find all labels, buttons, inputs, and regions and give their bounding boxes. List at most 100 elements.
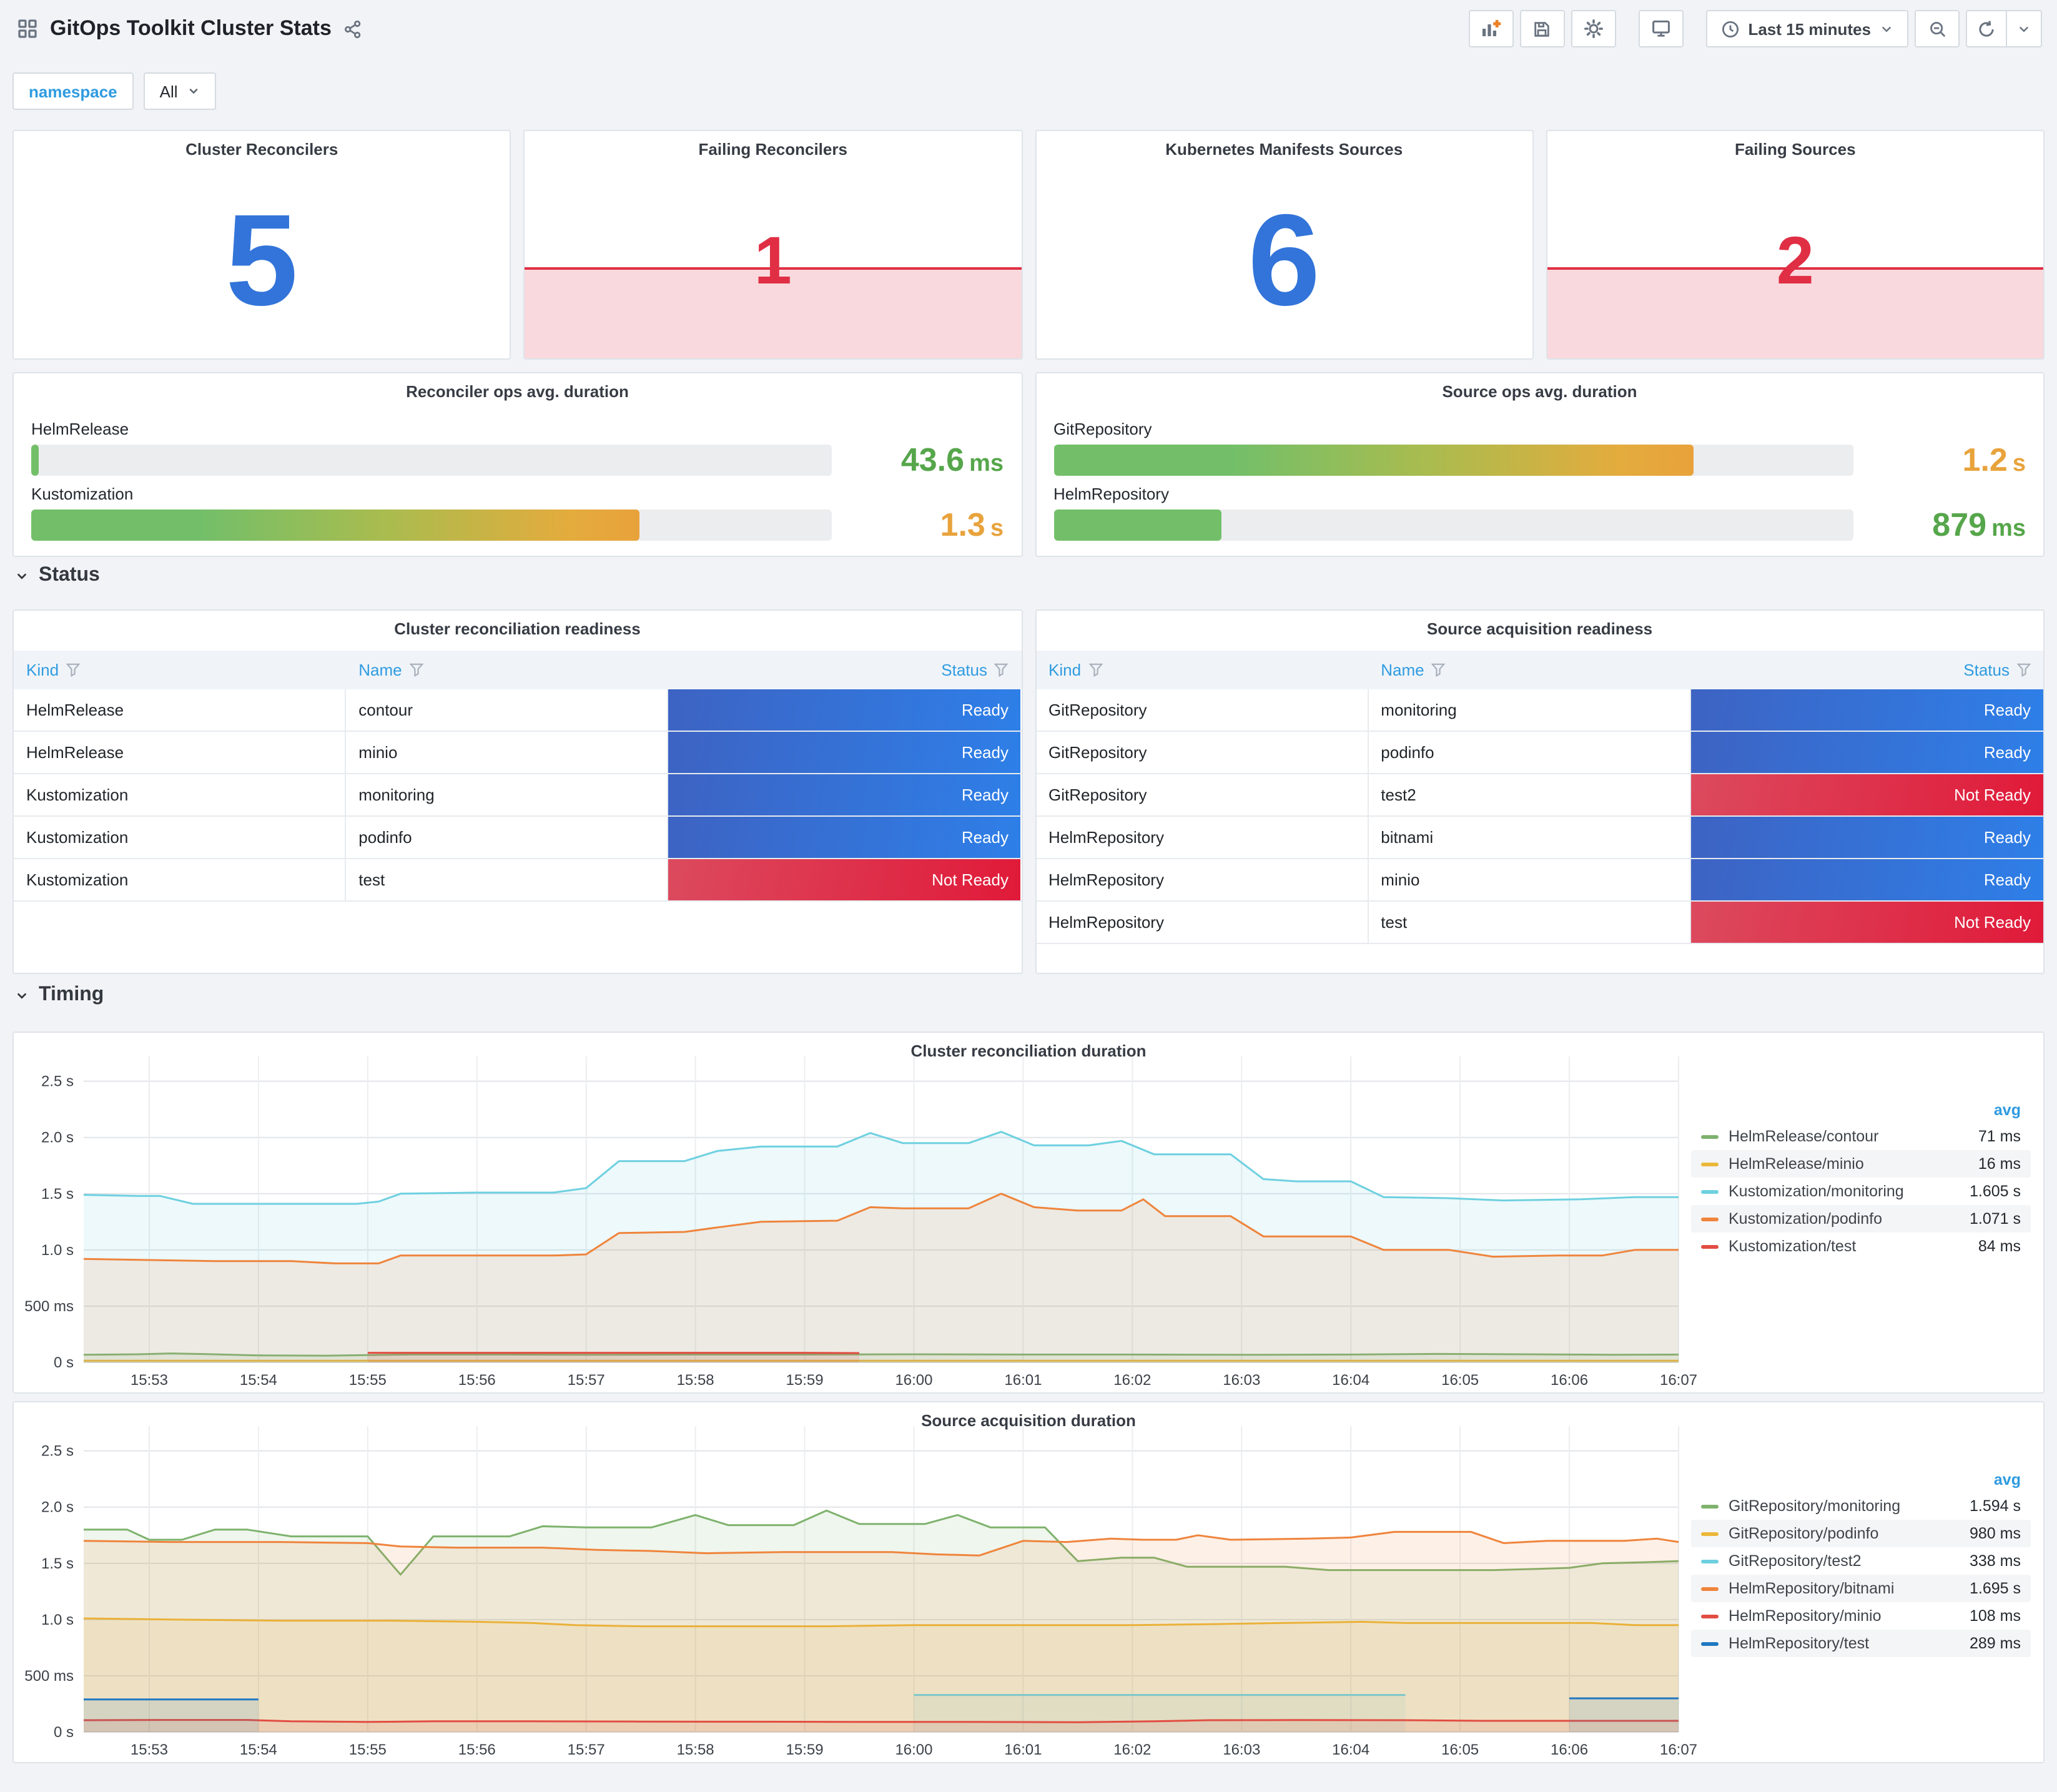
time-range-label: Last 15 minutes <box>1748 19 1871 38</box>
chart-legend: avg HelmRelease/contour 71 ms HelmRelease/m… <box>1691 1098 2031 1260</box>
cell-kind: HelmRepository <box>1036 902 1369 943</box>
legend-item[interactable]: Kustomization/test 84 ms <box>1691 1233 2031 1260</box>
cell-kind: Kustomization <box>14 774 347 815</box>
stat-sparkline <box>1547 267 2043 358</box>
cell-kind: GitRepository <box>1036 689 1369 731</box>
filter-icon[interactable] <box>1431 663 1446 677</box>
variable-selected-value: All <box>159 82 178 101</box>
status-badge: Not Ready <box>1690 902 2043 943</box>
cell-name: monitoring <box>346 774 669 815</box>
legend-item[interactable]: HelmRepository/minio 108 ms <box>1691 1602 2031 1630</box>
refresh-icon[interactable] <box>1967 11 2006 46</box>
filter-icon[interactable] <box>409 663 423 677</box>
time-picker-button[interactable]: Last 15 minutes <box>1705 10 1908 47</box>
legend-series-name: GitRepository/podinfo <box>1729 1525 1879 1542</box>
legend-series-swatch <box>1701 1559 1719 1563</box>
bar-gauge-row: HelmRelease 43.6 ms <box>31 420 1004 476</box>
legend-item[interactable]: HelmRepository/bitnami 1.695 s <box>1691 1575 2031 1602</box>
bar-gauge-label: Kustomization <box>31 485 134 503</box>
column-header-name[interactable]: Name <box>346 661 668 679</box>
bar-gauge-label: HelmRelease <box>31 420 129 438</box>
time-series-plot[interactable]: 0 s 500 ms 1.0 s 1.5 s 2.0 s 2.5 s 15:53 15:54 1… <box>21 1402 1697 1760</box>
section-header-timing[interactable]: Timing <box>15 984 104 1007</box>
svg-text:2.5 s: 2.5 s <box>41 1443 74 1460</box>
svg-text:16:01: 16:01 <box>1004 1741 1042 1758</box>
column-header-kind[interactable]: Kind <box>14 661 346 679</box>
stat-value: 6 <box>1248 188 1321 333</box>
dashboard-settings-button[interactable] <box>1571 10 1616 47</box>
legend-avg-header[interactable]: avg <box>1993 1471 2021 1489</box>
table-panel: Cluster reconciliation readiness Kind Name… <box>12 609 1022 974</box>
legend-item[interactable]: HelmRelease/minio 16 ms <box>1691 1150 2031 1178</box>
cell-name: contour <box>346 689 669 731</box>
legend-item[interactable]: GitRepository/monitoring 1.594 s <box>1691 1492 2031 1520</box>
filter-icon[interactable] <box>1088 663 1103 677</box>
column-header-status[interactable]: Status <box>668 661 1021 679</box>
panel-title: Failing Reconcilers <box>698 140 847 159</box>
legend-item[interactable]: GitRepository/podinfo 980 ms <box>1691 1520 2031 1547</box>
svg-text:0 s: 0 s <box>54 1724 74 1741</box>
legend-series-name: GitRepository/monitoring <box>1729 1497 1901 1515</box>
svg-text:15:54: 15:54 <box>240 1741 277 1758</box>
legend-item[interactable]: Kustomization/monitoring 1.605 s <box>1691 1178 2031 1205</box>
save-dashboard-button[interactable] <box>1519 10 1565 47</box>
cell-name: bitnami <box>1368 817 1691 858</box>
svg-text:500 ms: 500 ms <box>24 1668 74 1685</box>
legend-series-name: Kustomization/monitoring <box>1729 1183 1904 1200</box>
svg-text:16:07: 16:07 <box>1660 1372 1697 1389</box>
cell-status: Not Ready <box>1690 774 2043 815</box>
variables-row: namespace All <box>12 72 217 110</box>
svg-text:16:05: 16:05 <box>1441 1741 1479 1758</box>
svg-text:16:05: 16:05 <box>1441 1372 1479 1389</box>
legend-series-swatch <box>1701 1217 1719 1221</box>
svg-text:15:55: 15:55 <box>349 1372 387 1389</box>
legend-item[interactable]: HelmRepository/test 289 ms <box>1691 1630 2031 1657</box>
section-header-status[interactable]: Status <box>15 564 100 587</box>
share-icon[interactable] <box>344 19 363 38</box>
bar-gauge-row: Kustomization 1.3 s <box>31 485 1004 541</box>
column-header-kind[interactable]: Kind <box>1036 661 1368 679</box>
legend-item[interactable]: Kustomization/podinfo 1.071 s <box>1691 1205 2031 1233</box>
legend-avg-header[interactable]: avg <box>1993 1101 2021 1119</box>
zoom-out-button[interactable] <box>1915 10 1960 47</box>
bar-gauge-value: 1.3 s <box>940 506 1004 543</box>
cell-name: test <box>1368 902 1691 943</box>
add-panel-button[interactable] <box>1468 10 1514 47</box>
svg-text:15:56: 15:56 <box>458 1372 496 1389</box>
stat-panel: Kubernetes Manifests Sources 6 <box>1035 130 1534 360</box>
bar-gauge-fill <box>1053 509 1221 540</box>
legend-item[interactable]: GitRepository/test2 338 ms <box>1691 1547 2031 1575</box>
readiness-table: Kind Name Status GitRepository monitoring Rea… <box>1036 651 2043 944</box>
svg-text:16:04: 16:04 <box>1332 1741 1369 1758</box>
bar-gauge-fill <box>31 444 39 475</box>
refresh-interval-dropdown[interactable] <box>2006 11 2041 46</box>
stat-value: 2 <box>1776 223 1814 298</box>
status-badge: Ready <box>668 732 1021 773</box>
chart-panel-cluster-reconciliation-duration: Cluster reconciliation duration 0 s 500 ms… <box>12 1031 2045 1394</box>
stat-value: 1 <box>754 223 792 298</box>
time-series-plot[interactable]: 0 s 500 ms 1.0 s 1.5 s 2.0 s 2.5 s 15:53 15:54 1… <box>21 1033 1697 1390</box>
cycle-view-mode-button[interactable] <box>1638 10 1684 47</box>
column-header-status[interactable]: Status <box>1690 661 2043 679</box>
legend-series-avg: 980 ms <box>1970 1525 2021 1542</box>
legend-series-name: Kustomization/podinfo <box>1729 1210 1882 1228</box>
legend-series-swatch <box>1701 1189 1719 1193</box>
svg-text:16:00: 16:00 <box>895 1741 932 1758</box>
cell-status: Ready <box>668 732 1021 773</box>
cell-kind: HelmRepository <box>1036 817 1369 858</box>
cell-kind: Kustomization <box>14 817 347 858</box>
filter-icon[interactable] <box>994 663 1009 677</box>
legend-series-name: Kustomization/test <box>1729 1238 1857 1255</box>
svg-text:15:55: 15:55 <box>349 1741 387 1758</box>
svg-text:16:06: 16:06 <box>1551 1372 1588 1389</box>
variable-label-namespace[interactable]: namespace <box>12 72 134 110</box>
variable-value-dropdown[interactable]: All <box>143 72 217 110</box>
cell-status: Ready <box>668 817 1021 858</box>
stat-value: 5 <box>225 188 298 333</box>
filter-icon[interactable] <box>2016 663 2031 677</box>
legend-item[interactable]: HelmRelease/contour 71 ms <box>1691 1123 2031 1150</box>
cell-name: podinfo <box>346 817 669 858</box>
filter-icon[interactable] <box>66 663 81 677</box>
column-header-name[interactable]: Name <box>1368 661 1690 679</box>
